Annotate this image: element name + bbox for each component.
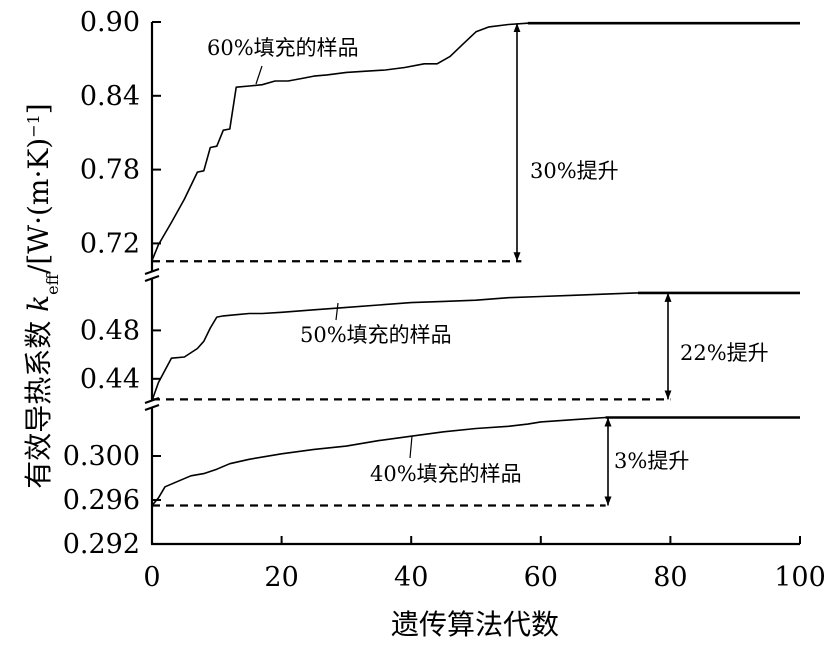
series-label-2: 50%填充的样品	[300, 323, 452, 347]
x-tick-label-80: 80	[653, 562, 687, 593]
y-tick-label-0.300: 0.300	[63, 441, 140, 472]
x-tick-label-20: 20	[264, 562, 298, 593]
improvement-label-3: 3%提升	[614, 449, 689, 473]
y-tick-label-0.44: 0.44	[80, 364, 140, 395]
series-label-leader-1	[255, 65, 263, 85]
y-axis-title-part-0: 有效导热系数	[22, 312, 55, 489]
series-label-leader-3	[409, 435, 413, 459]
y-axis-title: 有效导热系数 keff/[W·(m·K)−1]	[22, 103, 62, 489]
y-axis-title-part-1: k	[22, 295, 55, 312]
chart-axes: 0 20 40 60 80 100 0.90 0.84 0.78 0.72 0.48 0.44 0.30…	[63, 7, 826, 593]
y-tick-label-0.292: 0.292	[63, 529, 140, 560]
y-axis-break-mark-lower-0	[144, 275, 160, 282]
y-tick-label-0.48: 0.48	[80, 315, 140, 346]
series-line-2	[151, 292, 800, 401]
y-axis-title-part-4: −1	[24, 114, 43, 138]
y-axis-title-part-2: eff	[43, 272, 62, 294]
y-axis-break-mark-upper-0	[144, 268, 160, 275]
y-tick-label-0.78: 0.78	[80, 155, 140, 186]
series-label-leader-2	[335, 302, 339, 321]
y-axis-title-part-5: ]	[22, 103, 55, 114]
x-tick-label-100: 100	[774, 562, 826, 593]
improvement-label-2: 22%提升	[680, 341, 769, 365]
x-tick-label-0: 0	[143, 562, 160, 593]
x-tick-label-40: 40	[394, 562, 428, 593]
y-tick-label-0.72: 0.72	[80, 228, 140, 259]
y-axis-break-mark-lower-1	[144, 404, 160, 411]
series-label-1: 60%填充的样品	[207, 36, 359, 60]
y-tick-label-0.84: 0.84	[80, 81, 140, 112]
series-label-3: 40%填充的样品	[370, 462, 522, 486]
y-tick-label-0.90: 0.90	[80, 7, 140, 38]
y-tick-label-0.296: 0.296	[63, 485, 140, 516]
x-tick-label-60: 60	[524, 562, 558, 593]
series-line-3	[151, 416, 800, 507]
improvement-label-1: 30%提升	[530, 159, 619, 183]
plot-area	[151, 21, 800, 507]
x-axis-title: 遗传算法代数	[391, 608, 559, 641]
y-axis-title-part-3: /[W·(m·K)	[22, 138, 55, 274]
chart-labels: 遗传算法代数 有效导热系数 keff/[W·(m·K)−1] 30%提升 60%填…	[22, 36, 769, 641]
